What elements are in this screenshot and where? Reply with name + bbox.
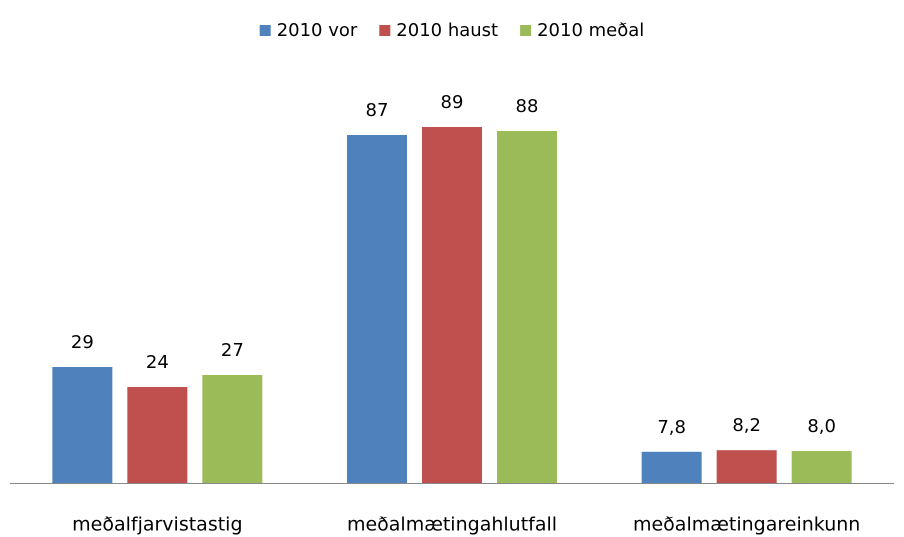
bar — [422, 127, 482, 483]
legend-item: 2010 meðal — [520, 20, 644, 41]
bar — [791, 451, 852, 483]
legend-item: 2010 haust — [379, 20, 498, 41]
legend-label: 2010 haust — [396, 20, 498, 41]
data-label: 24 — [146, 352, 169, 373]
data-label: 88 — [516, 96, 539, 117]
bar — [347, 135, 407, 483]
x-tick-label: meðalmætingareinkunn — [633, 514, 860, 536]
data-label: 29 — [71, 332, 94, 353]
bar — [127, 387, 188, 483]
legend-swatch — [259, 25, 271, 36]
x-tick-label: meðalfjarvistastig — [72, 514, 242, 536]
legend-item: 2010 vor — [259, 20, 358, 41]
data-label: 7,8 — [657, 417, 686, 438]
data-label: 8,0 — [807, 416, 836, 437]
legend-swatch — [379, 25, 391, 36]
bar — [202, 375, 263, 483]
legend-label: 2010 meðal — [537, 20, 644, 41]
data-label: 89 — [441, 92, 464, 113]
bar — [716, 450, 777, 483]
bar — [497, 131, 557, 483]
legend-label: 2010 vor — [277, 20, 358, 41]
bar — [641, 451, 702, 483]
data-label: 8,2 — [732, 415, 761, 436]
legend-swatch — [520, 25, 532, 36]
data-label: 27 — [221, 340, 244, 361]
data-label: 87 — [366, 100, 389, 121]
x-tick-label: meðalmætingahlutfall — [347, 514, 557, 536]
bar — [52, 367, 113, 483]
